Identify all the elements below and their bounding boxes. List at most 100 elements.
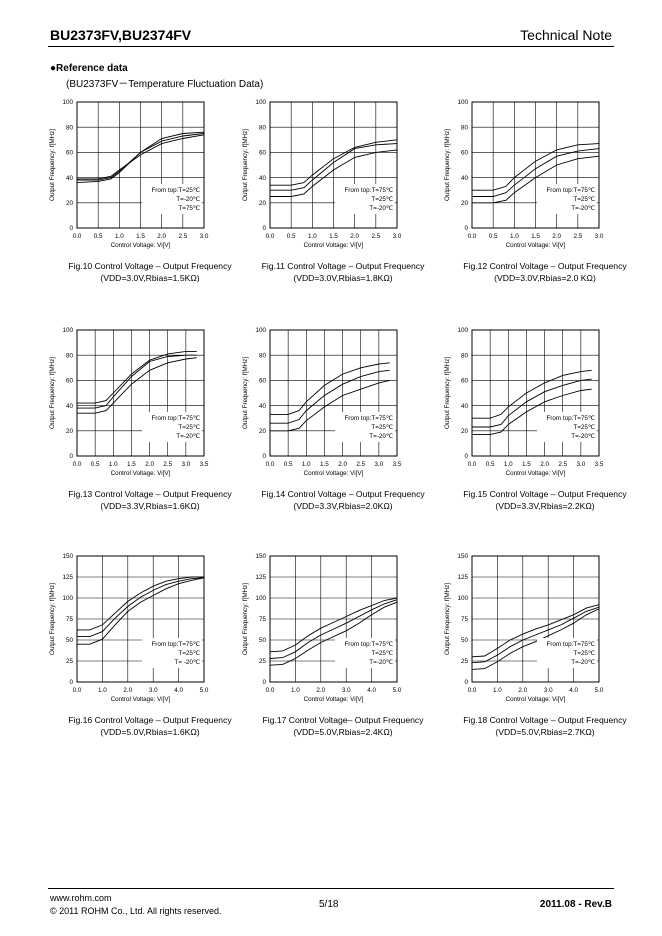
y-tick-label: 80 [259, 352, 267, 359]
plot-frame [269, 329, 398, 457]
x-axis-label: Control Voltage: Vi[V] [304, 470, 364, 477]
series-line-2 [77, 577, 205, 638]
y-axis-label: Output Frequency: f[MHz] [49, 357, 56, 429]
y-tick-label: 100 [457, 595, 468, 602]
x-tick-label: 3.0 [200, 233, 209, 240]
annotation-text: T= -20℃ [175, 659, 200, 666]
x-tick-label: 1.0 [291, 687, 300, 694]
y-axis-label: Output Frequency: f[MHz] [49, 583, 56, 655]
y-tick-label: 75 [259, 616, 267, 623]
plot-frame [76, 101, 205, 229]
annotation-text: T=-20℃ [571, 433, 595, 440]
annotation-text: T=25℃ [371, 196, 393, 203]
series-line-3 [471, 608, 600, 670]
y-tick-label: 0 [464, 453, 468, 460]
figure-caption-11: Fig.11 Control Voltage – Output Frequenc… [238, 260, 448, 284]
y-tick-label: 75 [461, 616, 469, 623]
footer-url[interactable]: www.rohm.com [50, 893, 112, 903]
x-tick-label: 1.0 [308, 233, 317, 240]
y-tick-label: 100 [255, 99, 266, 106]
annotation-text: T=-20℃ [369, 433, 393, 440]
figure-caption-16: Fig.16 Control Voltage – Output Frequenc… [45, 714, 255, 738]
figure-conditions: (VDD=5.0V,Rbias=2.4KΩ) [293, 727, 393, 737]
x-tick-label: 3.0 [342, 687, 351, 694]
x-tick-label: 2.0 [157, 233, 166, 240]
annotation-text: T=25℃ [371, 650, 393, 657]
y-tick-label: 80 [259, 124, 267, 131]
chart-fig-13: 0.0 0.5 1.0 1.5 2.0 2.5 3.0 3.5 0 20 40 60 80 100 Cont… [49, 327, 209, 477]
x-axis-label: Control Voltage: Vi[V] [304, 696, 364, 703]
y-tick-label: 40 [259, 175, 267, 182]
y-axis-label: Output Frequency: f[MHz] [242, 583, 249, 655]
series-line-1 [270, 362, 390, 415]
y-tick-label: 40 [66, 403, 74, 410]
section-subtitle: (BU2373FV－Temperature Fluctuation Data) [66, 79, 264, 90]
x-tick-label: 0.0 [266, 461, 275, 468]
y-axis-label: Output Frequency: f[MHz] [444, 583, 451, 655]
x-tick-label: 1.0 [302, 461, 311, 468]
y-tick-label: 20 [461, 428, 469, 435]
y-tick-label: 25 [259, 658, 267, 665]
annotation-text: T=-20℃ [176, 433, 200, 440]
series-line-3 [77, 577, 205, 645]
y-tick-label: 125 [62, 574, 73, 581]
x-tick-label: 3.0 [544, 687, 553, 694]
annotation-text: From top:T=75℃ [151, 415, 200, 422]
figure-conditions: (VDD=3.0V,Rbias=1.8KΩ) [293, 273, 393, 283]
y-axis-label: Output Frequency: f[MHz] [242, 129, 249, 201]
x-tick-label: 3.0 [595, 233, 604, 240]
x-tick-label: 1.5 [127, 461, 136, 468]
annotation-box [335, 412, 395, 442]
x-tick-label: 1.0 [115, 233, 124, 240]
annotation-text: From top:T=75℃ [151, 641, 200, 648]
annotation-text: T=-20℃ [571, 205, 595, 212]
x-tick-label: 1.0 [510, 233, 519, 240]
x-tick-label: 0.5 [489, 233, 498, 240]
x-tick-label: 2.0 [518, 687, 527, 694]
x-tick-label: 3.5 [393, 461, 402, 468]
y-tick-label: 0 [262, 453, 266, 460]
x-tick-label: 3.5 [200, 461, 209, 468]
y-tick-label: 20 [461, 200, 469, 207]
x-tick-label: 2.5 [163, 461, 172, 468]
annotation-text: From top:T=75℃ [546, 641, 595, 648]
x-tick-label: 5.0 [200, 687, 209, 694]
y-axis-label: Output Frequency: f[MHz] [444, 357, 451, 429]
y-tick-label: 40 [461, 175, 469, 182]
chart-fig-11: 0.0 0.5 1.0 1.5 2.0 2.5 3.0 0 20 40 60 80 100 Control… [242, 99, 402, 249]
x-axis-label: Control Voltage: Vi[V] [506, 696, 566, 703]
y-tick-label: 25 [66, 658, 74, 665]
x-axis-label: Control Voltage: Vi[V] [304, 242, 364, 249]
plot-frame [76, 329, 205, 457]
y-tick-label: 0 [69, 453, 73, 460]
annotation-text: T=25℃ [573, 650, 595, 657]
y-tick-label: 80 [461, 352, 469, 359]
x-tick-label: 4.0 [174, 687, 183, 694]
y-tick-label: 50 [259, 637, 267, 644]
annotation-text: From top:T=75℃ [344, 187, 393, 194]
y-tick-label: 60 [259, 150, 267, 157]
x-tick-label: 1.0 [109, 461, 118, 468]
x-tick-label: 1.5 [136, 233, 145, 240]
y-tick-label: 0 [464, 679, 468, 686]
figure-conditions: (VDD=3.3V,Rbias=1.6KΩ) [100, 501, 200, 511]
x-tick-label: 0.0 [73, 461, 82, 468]
figure-caption-12: Fig.12 Control Voltage – Output Frequenc… [440, 260, 650, 284]
y-tick-label: 40 [259, 403, 267, 410]
figure-conditions: (VDD=3.3V,Rbias=2.0KΩ) [293, 501, 393, 511]
series-line-1 [472, 143, 600, 191]
figure-conditions: (VDD=5.0V,Rbias=1.6KΩ) [100, 727, 200, 737]
x-tick-label: 2.5 [558, 461, 567, 468]
figure-title: Fig.14 Control Voltage – Output Frequenc… [261, 489, 425, 499]
annotation-text: T=25℃ [573, 196, 595, 203]
figure-caption-14: Fig.14 Control Voltage – Output Frequenc… [238, 488, 448, 512]
x-tick-label: 0.5 [91, 461, 100, 468]
y-tick-label: 60 [461, 378, 469, 385]
y-axis-label: Output Frequency: f[MHz] [49, 129, 56, 201]
figure-conditions: (VDD=3.0V,Rbias=2.0 KΩ) [494, 273, 596, 283]
series-line-3 [269, 601, 398, 666]
revision-label: 2011.08 - Rev.B [539, 899, 612, 910]
x-tick-label: 2.0 [316, 687, 325, 694]
x-tick-label: 2.0 [350, 233, 359, 240]
y-tick-label: 100 [457, 327, 468, 334]
